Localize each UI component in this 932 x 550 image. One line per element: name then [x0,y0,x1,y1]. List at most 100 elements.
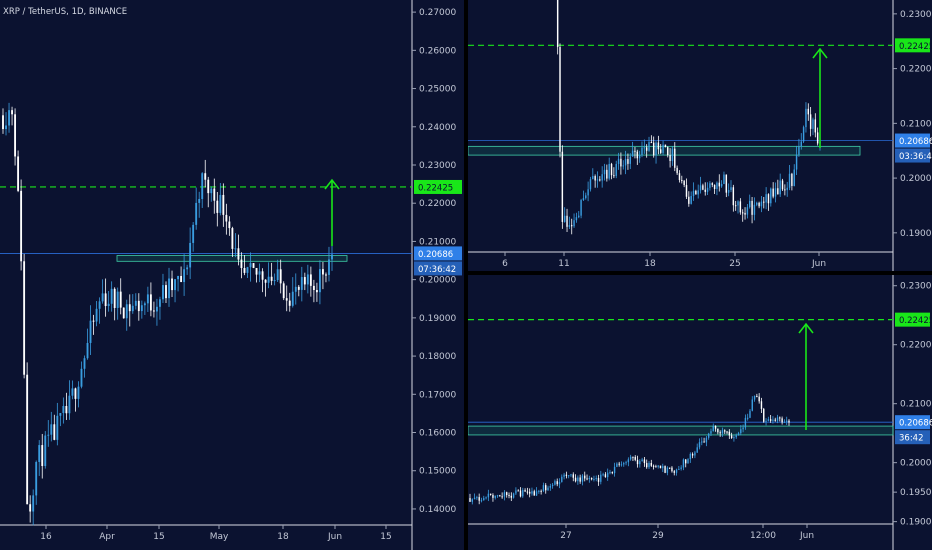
candle-body [652,465,655,467]
candle-body [216,200,219,213]
candle-body [756,396,758,398]
x-tick-label: Apr [99,532,115,542]
candle-body [652,142,655,156]
candle-body [772,188,774,197]
candle-body [673,471,675,473]
x-tick-label: 11 [558,259,569,269]
y-tick-label: 0.14000 [419,505,456,515]
candle-body [643,147,646,149]
candle-body [35,461,38,496]
x-tick-label: 18 [277,532,289,542]
y-tick-label: 0.20000 [419,276,456,286]
candle-body [556,481,558,485]
candle-body [600,474,602,482]
candle-body [204,173,207,180]
candle-body [690,196,692,204]
candle-body [291,291,294,306]
candle-body [517,490,519,492]
y-tick-label: 0.22000 [900,341,932,351]
candle-body [620,158,622,167]
candle-body [89,320,92,343]
support-zone [468,425,894,436]
candle-body [593,479,595,481]
candle-body [231,228,234,249]
candle-body [499,495,501,497]
candle-body [195,202,198,225]
candle-body [749,410,751,418]
candle-body [207,179,210,194]
candle-body [638,155,641,159]
candle-body [494,495,496,498]
candle-body [698,442,701,448]
candle-body [273,280,276,282]
daily-chart-panel[interactable]: 0.27000 0.26000 0.25000 0.24000 0.23000 0.220… [0,0,464,550]
target-arrow-head [324,178,340,190]
candle-body [294,286,297,292]
candle-body [611,472,613,474]
x-tick-label: 15 [380,532,391,542]
candle-body [2,115,4,130]
candle-body [107,303,110,307]
candle-body [480,500,483,502]
candle-body [125,304,128,319]
y-tick-label: 0.20000 [900,174,932,184]
candle-body [758,202,760,207]
candle-body [270,276,273,281]
candle-body [784,189,786,191]
candle-body [696,447,698,453]
candle-body [183,269,186,283]
candle-body [767,419,770,421]
candle-body [243,268,246,273]
candle-body [512,493,515,498]
candle-body [47,434,50,436]
candle-body [159,299,161,307]
candle-body [309,274,312,286]
candle-body [788,173,791,188]
candle-body [300,277,303,290]
candle-body [699,185,702,191]
candle-body [322,269,324,275]
candle-body [781,180,784,190]
y-tick-label: 0.19000 [900,518,932,528]
target-price-tag-label: 0.22425 [899,42,932,52]
candle-body [639,461,641,465]
candle-body [65,406,68,414]
candle-body [189,242,192,268]
candle-body [137,300,140,312]
candle-body [559,47,561,152]
candle-body [140,305,143,312]
support-zone [468,145,861,156]
candle-body [685,459,687,464]
candle-body [540,490,542,492]
daily-chart[interactable]: 0.27000 0.26000 0.25000 0.24000 0.23000 0.220… [0,0,464,550]
candle-body [568,225,571,227]
candle-body [325,274,327,276]
candle-body [156,306,158,312]
candle-body [219,194,222,213]
candle-body [563,474,565,477]
candle-body [20,190,23,262]
candle-body [617,158,620,164]
candle-body [567,475,570,477]
candle-body [288,300,291,306]
candle-body [706,187,709,192]
candle-body [765,420,767,422]
upper-right-chart[interactable]: 0.23000 0.22000 0.21000 0.20000 0.19000 6 11 18… [468,0,932,271]
candle-body [92,320,95,322]
target-arrow-head [812,47,828,59]
candle-body [776,417,779,421]
candle-body [86,342,89,359]
candle-body [676,167,678,174]
candle-body [671,467,673,472]
upper-right-chart-panel[interactable]: 0.23000 0.22000 0.21000 0.20000 0.19000 6 11 18… [468,0,932,271]
candle-body [535,491,538,496]
candle-body [655,142,657,156]
candle-body [585,195,587,199]
candle-body [726,431,728,433]
x-tick-label: 6 [502,259,508,269]
x-tick-label: 18 [644,259,656,269]
candle-body [627,159,629,164]
y-tick-label: 0.17000 [419,390,456,400]
